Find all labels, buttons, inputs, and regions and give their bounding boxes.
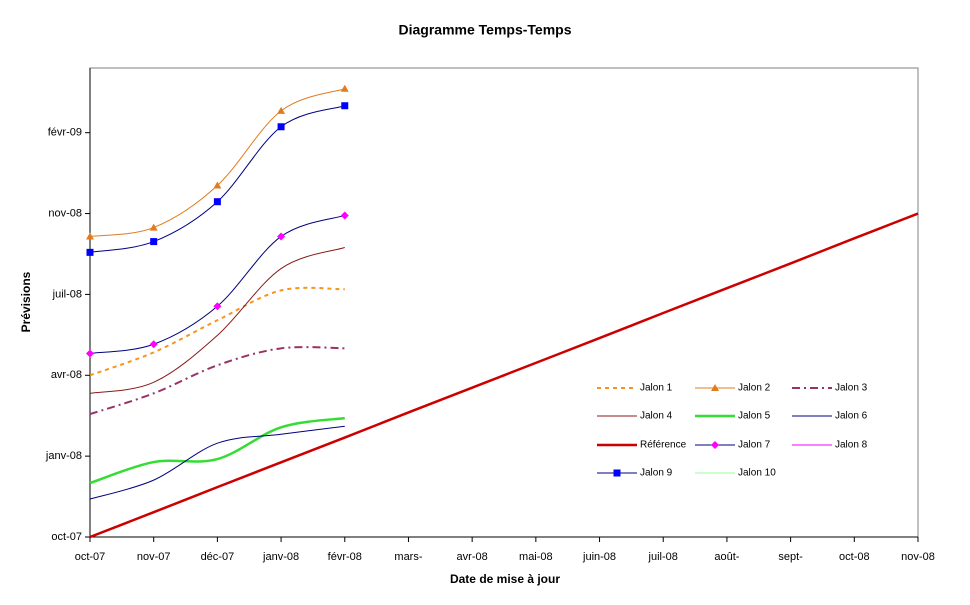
legend-label: Jalon 9 — [640, 468, 673, 479]
legend-label: Jalon 2 — [738, 383, 771, 394]
marker — [213, 302, 222, 311]
y-tick-label: avr-08 — [51, 369, 82, 381]
marker — [86, 248, 94, 256]
plot-area — [89, 67, 919, 538]
legend-label: Référence — [640, 440, 687, 451]
marker — [613, 469, 621, 477]
marker — [149, 223, 158, 231]
x-tick-label: août- — [714, 551, 739, 563]
x-tick-label: févr-08 — [328, 551, 362, 563]
series-line — [89, 346, 345, 416]
x-tick-label: mai-08 — [519, 551, 553, 563]
x-tick-label: oct-07 — [75, 551, 106, 563]
legend-label: Jalon 5 — [738, 411, 771, 422]
series-line — [89, 425, 345, 500]
y-tick-label: oct-07 — [51, 531, 82, 543]
y-tick-label: janv-08 — [45, 450, 82, 462]
marker — [86, 232, 94, 240]
series-line — [89, 416, 345, 485]
y-axis-title: Prévisions — [19, 271, 33, 332]
x-tick-label: juil-08 — [648, 551, 678, 563]
x-axis-title: Date de mise à jour — [450, 572, 560, 586]
marker — [711, 384, 719, 391]
marker — [213, 181, 222, 189]
series-line — [89, 286, 345, 377]
marker — [149, 340, 158, 349]
x-tick-label: juin-08 — [582, 551, 616, 563]
x-tick-label: oct-08 — [839, 551, 870, 563]
legend-label: Jalon 3 — [835, 383, 868, 394]
legend-label: Jalon 4 — [640, 411, 673, 422]
marker — [277, 123, 285, 131]
marker — [340, 211, 349, 220]
y-tick-label: nov-08 — [48, 207, 82, 219]
marker — [711, 441, 719, 449]
x-tick-label: nov-07 — [137, 551, 171, 563]
marker — [150, 238, 158, 246]
y-tick-label: févr-09 — [48, 127, 82, 139]
x-tick-label: janv-08 — [262, 551, 299, 563]
series-line — [89, 247, 345, 394]
marker — [341, 102, 349, 110]
legend-label: Jalon 8 — [835, 440, 868, 451]
x-tick-label: avr-08 — [457, 551, 488, 563]
marker — [213, 198, 221, 206]
legend-label: Jalon 6 — [835, 411, 868, 422]
legend-label: Jalon 7 — [738, 440, 771, 451]
y-tick-label: juil-08 — [52, 288, 82, 300]
chart-title: Diagramme Temps-Temps — [399, 22, 572, 38]
series-line — [89, 212, 919, 539]
x-tick-label: déc-07 — [201, 551, 235, 563]
marker — [277, 106, 286, 114]
marker — [277, 232, 286, 241]
x-tick-label: nov-08 — [901, 551, 935, 563]
x-tick-label: mars- — [394, 551, 422, 563]
marker — [340, 84, 349, 92]
legend-label: Jalon 10 — [738, 468, 776, 479]
marker — [86, 349, 94, 358]
legend-label: Jalon 1 — [640, 383, 673, 394]
x-tick-label: sept- — [778, 551, 803, 563]
